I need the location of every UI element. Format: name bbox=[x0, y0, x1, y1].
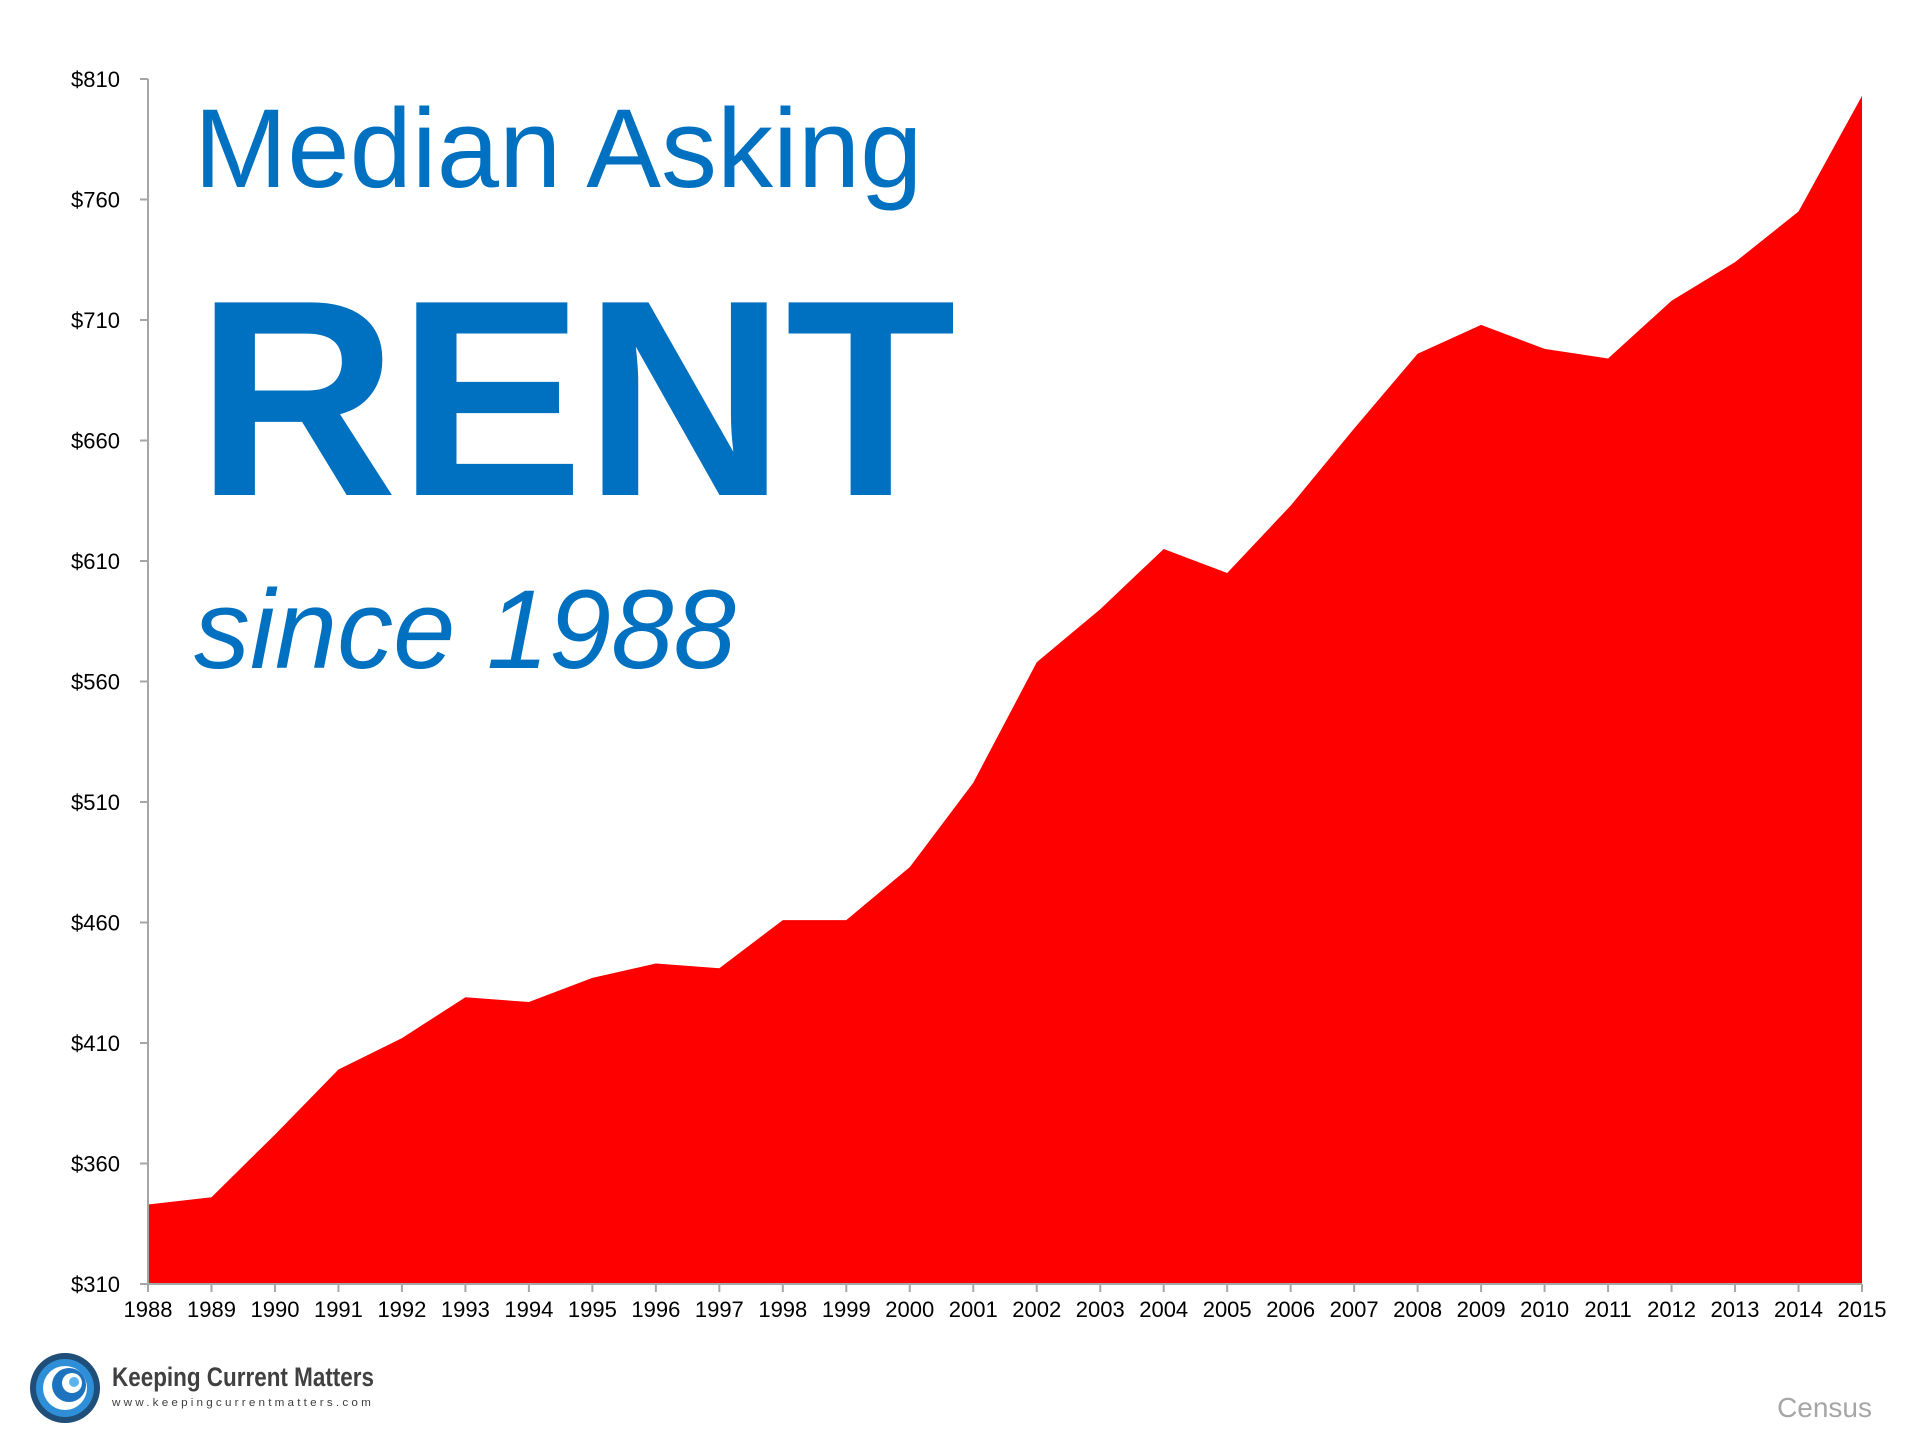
x-tick-label: 2015 bbox=[1838, 1297, 1887, 1322]
x-tick-label: 2013 bbox=[1711, 1297, 1760, 1322]
chart-title-rent: RENT bbox=[196, 243, 956, 555]
y-tick-label: $660 bbox=[71, 429, 120, 454]
x-tick-label: 2003 bbox=[1076, 1297, 1125, 1322]
logo-company-name: Keeping Current Matters bbox=[112, 1362, 374, 1392]
y-tick-label: $760 bbox=[71, 188, 120, 213]
x-tick-label: 1989 bbox=[187, 1297, 236, 1322]
y-tick-label: $310 bbox=[71, 1272, 120, 1297]
area-series-layer bbox=[148, 95, 1862, 1285]
y-tick-label: $710 bbox=[71, 308, 120, 333]
x-tick-label: 1994 bbox=[504, 1297, 553, 1322]
y-tick-label: $560 bbox=[71, 670, 120, 695]
x-tick-label: 1999 bbox=[822, 1297, 871, 1322]
x-tick-label: 1995 bbox=[568, 1297, 617, 1322]
chart-subtitle-since: since 1988 bbox=[194, 567, 736, 692]
source-label: Census bbox=[1777, 1392, 1872, 1423]
rent-area-series bbox=[148, 95, 1862, 1285]
x-tick-label: 2004 bbox=[1139, 1297, 1188, 1322]
x-tick-label: 1997 bbox=[695, 1297, 744, 1322]
keeping-current-matters-logo: Keeping Current Matters www.keepingcurre… bbox=[30, 1353, 374, 1423]
x-tick-label: 1992 bbox=[377, 1297, 426, 1322]
y-tick-label: $610 bbox=[71, 549, 120, 574]
x-tick-label: 2011 bbox=[1584, 1297, 1631, 1322]
logo-website-url: www.keepingcurrentmatters.com bbox=[111, 1397, 374, 1409]
x-tick-label: 2005 bbox=[1203, 1297, 1252, 1322]
x-tick-label: 1991 bbox=[314, 1297, 363, 1322]
x-tick-label: 2001 bbox=[949, 1297, 998, 1322]
x-tick-label: 2006 bbox=[1266, 1297, 1315, 1322]
y-tick-label: $510 bbox=[71, 790, 120, 815]
y-axis-ticks: $310 $360 $410 $460 $510 $560 $610 $660 $710 $760… bbox=[71, 67, 148, 1297]
x-tick-label: 2014 bbox=[1774, 1297, 1823, 1322]
y-tick-label: $460 bbox=[71, 911, 120, 936]
swirl-logo-icon bbox=[30, 1353, 100, 1423]
x-tick-label: 2008 bbox=[1393, 1297, 1442, 1322]
y-tick-label: $360 bbox=[71, 1152, 120, 1177]
x-tick-label: 1998 bbox=[758, 1297, 807, 1322]
x-tick-label: 1990 bbox=[250, 1297, 299, 1322]
x-tick-label: 1988 bbox=[124, 1297, 173, 1322]
x-tick-label: 2000 bbox=[885, 1297, 934, 1322]
x-tick-label: 1996 bbox=[631, 1297, 680, 1322]
y-tick-label: $410 bbox=[71, 1031, 120, 1056]
y-tick-label: $810 bbox=[71, 67, 120, 92]
x-tick-label: 1993 bbox=[441, 1297, 490, 1322]
x-tick-label: 2012 bbox=[1647, 1297, 1696, 1322]
chart-title-line1: Median Asking bbox=[194, 86, 922, 211]
x-tick-label: 2002 bbox=[1012, 1297, 1061, 1322]
x-tick-label: 2010 bbox=[1520, 1297, 1569, 1322]
x-tick-label: 2007 bbox=[1330, 1297, 1379, 1322]
x-tick-label: 2009 bbox=[1457, 1297, 1506, 1322]
x-axis-ticks: 1988 1989 1990 1991 1992 1993 1994 1995 1996 1997… bbox=[124, 1284, 1887, 1322]
